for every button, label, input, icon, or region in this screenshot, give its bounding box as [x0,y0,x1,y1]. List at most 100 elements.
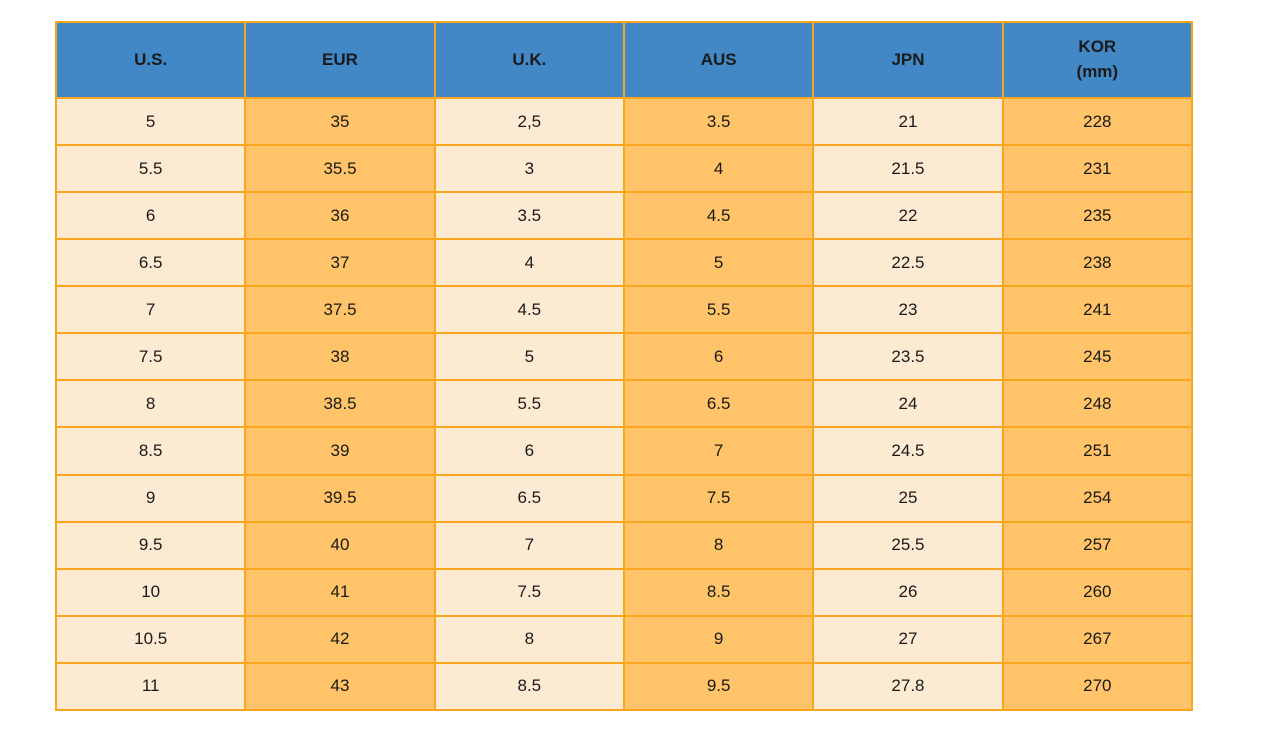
column-header-sublabel: (mm) [1076,62,1119,81]
table-cell: 270 [1001,661,1194,712]
column-header-label: KOR [1078,37,1117,57]
table-row: 9.5 40 7 8 25.5 257 [54,520,1194,570]
table-cell: 9.5 [622,661,815,712]
table-cell: 4.5 [622,191,815,241]
table-cell: 241 [1001,285,1194,335]
table-cell: 245 [1001,332,1194,382]
table-cell: 6 [622,332,815,382]
table-cell: 26 [812,567,1004,617]
table-cell: 37.5 [244,285,436,335]
column-header-label: EUR [322,49,358,69]
table-cell: 251 [1001,426,1194,476]
table-row: 11 43 8.5 9.5 27.8 270 [54,661,1194,712]
table-cell: 5.5 [54,144,247,194]
column-header-label: JPN [891,49,925,69]
table-cell: 11 [54,661,247,712]
table-cell: 24.5 [812,426,1004,476]
table-cell: 8.5 [54,426,247,476]
table-row: 6.5 37 4 5 22.5 238 [54,238,1194,288]
table-cell: 254 [1001,473,1194,523]
table-cell: 8.5 [622,567,815,617]
column-header-us: U.S. [54,21,247,99]
table-cell: 3.5 [433,191,625,241]
table-cell: 9 [622,614,815,664]
table-cell: 37 [244,238,436,288]
table-cell: 6.5 [54,238,247,288]
table-cell: 7.5 [622,473,815,523]
table-cell: 5 [433,332,625,382]
table-cell: 25.5 [812,520,1004,570]
table-cell: 9.5 [54,520,247,570]
table-cell: 21.5 [812,144,1004,194]
table-cell: 5.5 [433,379,625,429]
table-cell: 21 [812,96,1004,147]
table-cell: 42 [244,614,436,664]
table-row: 7.5 38 5 6 23.5 245 [54,332,1194,382]
table-cell: 4 [433,238,625,288]
table-cell: 22 [812,191,1004,241]
table-cell: 7.5 [433,567,625,617]
table-cell: 10.5 [54,614,247,664]
table-row: 10.5 42 8 9 27 267 [54,614,1194,664]
table-cell: 38 [244,332,436,382]
table-cell: 27.8 [812,661,1004,712]
table-cell: 43 [244,661,436,712]
table-row: 5.5 35.5 3 4 21.5 231 [54,144,1194,194]
table-cell: 7 [622,426,815,476]
table-cell: 6.5 [622,379,815,429]
table-cell: 8 [54,379,247,429]
table-row: 5 35 2,5 3.5 21 228 [54,96,1194,147]
table-cell: 8 [433,614,625,664]
table-cell: 4 [622,144,815,194]
column-header-label: AUS [700,49,737,69]
table-cell: 228 [1001,96,1194,147]
table-cell: 5.5 [622,285,815,335]
table-cell: 260 [1001,567,1194,617]
table-cell: 267 [1001,614,1194,664]
table-cell: 24 [812,379,1004,429]
table-cell: 5 [622,238,815,288]
table-cell: 5 [54,96,247,147]
table-cell: 35.5 [244,144,436,194]
table-cell: 8 [622,520,815,570]
table-cell: 257 [1001,520,1194,570]
table-cell: 4.5 [433,285,625,335]
column-header-eur: EUR [244,21,436,99]
column-header-aus: AUS [622,21,815,99]
table-row: 7 37.5 4.5 5.5 23 241 [54,285,1194,335]
table-cell: 23 [812,285,1004,335]
table-cell: 41 [244,567,436,617]
column-header-label: U.S. [134,49,168,69]
column-header-jpn: JPN [812,21,1004,99]
header-row: U.S. EUR U.K. AUS JPN KOR (mm) [54,21,1194,99]
table-row: 6 36 3.5 4.5 22 235 [54,191,1194,241]
table-cell: 22.5 [812,238,1004,288]
column-header-uk: U.K. [433,21,625,99]
table-cell: 2,5 [433,96,625,147]
size-conversion-table: U.S. EUR U.K. AUS JPN KOR (mm) [54,21,1194,712]
table-row: 9 39.5 6.5 7.5 25 254 [54,473,1194,523]
table-cell: 9 [54,473,247,523]
table-cell: 6 [433,426,625,476]
table-cell: 40 [244,520,436,570]
table-cell: 35 [244,96,436,147]
table-cell: 7 [54,285,247,335]
table-row: 10 41 7.5 8.5 26 260 [54,567,1194,617]
table-cell: 235 [1001,191,1194,241]
table-cell: 238 [1001,238,1194,288]
table-cell: 6.5 [433,473,625,523]
table-cell: 3.5 [622,96,815,147]
table-cell: 7 [433,520,625,570]
table-cell: 23.5 [812,332,1004,382]
size-conversion-table-container: U.S. EUR U.K. AUS JPN KOR (mm) [54,21,1194,712]
column-header-kor: KOR (mm) [1001,21,1194,99]
table-row: 8 38.5 5.5 6.5 24 248 [54,379,1194,429]
column-header-label: U.K. [512,49,547,69]
table-cell: 3 [433,144,625,194]
table-cell: 39.5 [244,473,436,523]
table-cell: 39 [244,426,436,476]
table-cell: 248 [1001,379,1194,429]
table-cell: 38.5 [244,379,436,429]
table-cell: 36 [244,191,436,241]
table-cell: 7.5 [54,332,247,382]
